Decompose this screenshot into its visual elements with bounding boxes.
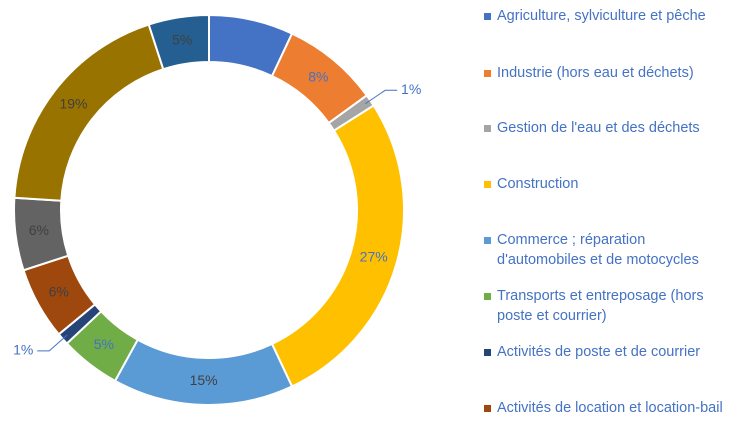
data-label: 15% <box>190 372 218 388</box>
legend-label: Activités de poste et de courrier <box>497 344 701 360</box>
legend-marker <box>484 349 491 356</box>
legend-marker <box>484 181 491 188</box>
data-label: 1% <box>13 342 33 358</box>
donut: 7% 8% 1% 27% 15% 5% 1% 6% 6% 19% 5% <box>13 13 421 406</box>
legend-marker <box>484 13 491 20</box>
leader-line <box>365 89 398 105</box>
legend-marker <box>484 125 491 132</box>
data-label: 6% <box>49 283 69 299</box>
legend-marker <box>484 70 491 77</box>
data-label: 1% <box>401 81 421 97</box>
legend-label: Activités de location et location-bail <box>497 400 723 416</box>
legend-item: Activités de poste et de courrier <box>484 342 734 362</box>
legend-marker <box>484 293 491 300</box>
legend-label: Construction <box>497 176 579 192</box>
donut-slice <box>147 13 210 71</box>
legend-item: Gestion de l'eau et des déchets <box>484 118 734 138</box>
legend-item: Industrie (hors eau et déchets) <box>484 63 734 83</box>
legend-label: Industrie (hors eau et déchets) <box>497 65 694 81</box>
data-label: 27% <box>360 249 388 265</box>
data-label: 19% <box>59 96 87 112</box>
leader-line <box>37 334 68 352</box>
data-label: 6% <box>29 222 49 238</box>
donut-slice <box>270 104 405 388</box>
legend-item: Construction <box>484 174 734 194</box>
legend-label: Transports et entreposage (hors poste et… <box>497 288 704 324</box>
legend-label: Gestion de l'eau et des déchets <box>497 120 700 136</box>
data-label: 8% <box>308 69 328 85</box>
legend-label: Commerce ; réparation d'automobiles et d… <box>497 232 699 268</box>
donut-slice <box>13 23 165 202</box>
legend-label: Agriculture, sylviculture et pêche <box>497 8 706 24</box>
legend-marker <box>484 237 491 244</box>
legend-item: Activités de location et location-bail <box>484 398 734 418</box>
data-label: 7% <box>236 33 256 49</box>
legend-item: Agriculture, sylviculture et pêche <box>484 6 734 26</box>
legend-item: Commerce ; réparation d'automobiles et d… <box>484 230 734 270</box>
legend-marker <box>484 405 491 412</box>
data-label: 5% <box>172 31 192 47</box>
data-label: 5% <box>94 336 114 352</box>
legend-item: Transports et entreposage (hors poste et… <box>484 286 734 326</box>
